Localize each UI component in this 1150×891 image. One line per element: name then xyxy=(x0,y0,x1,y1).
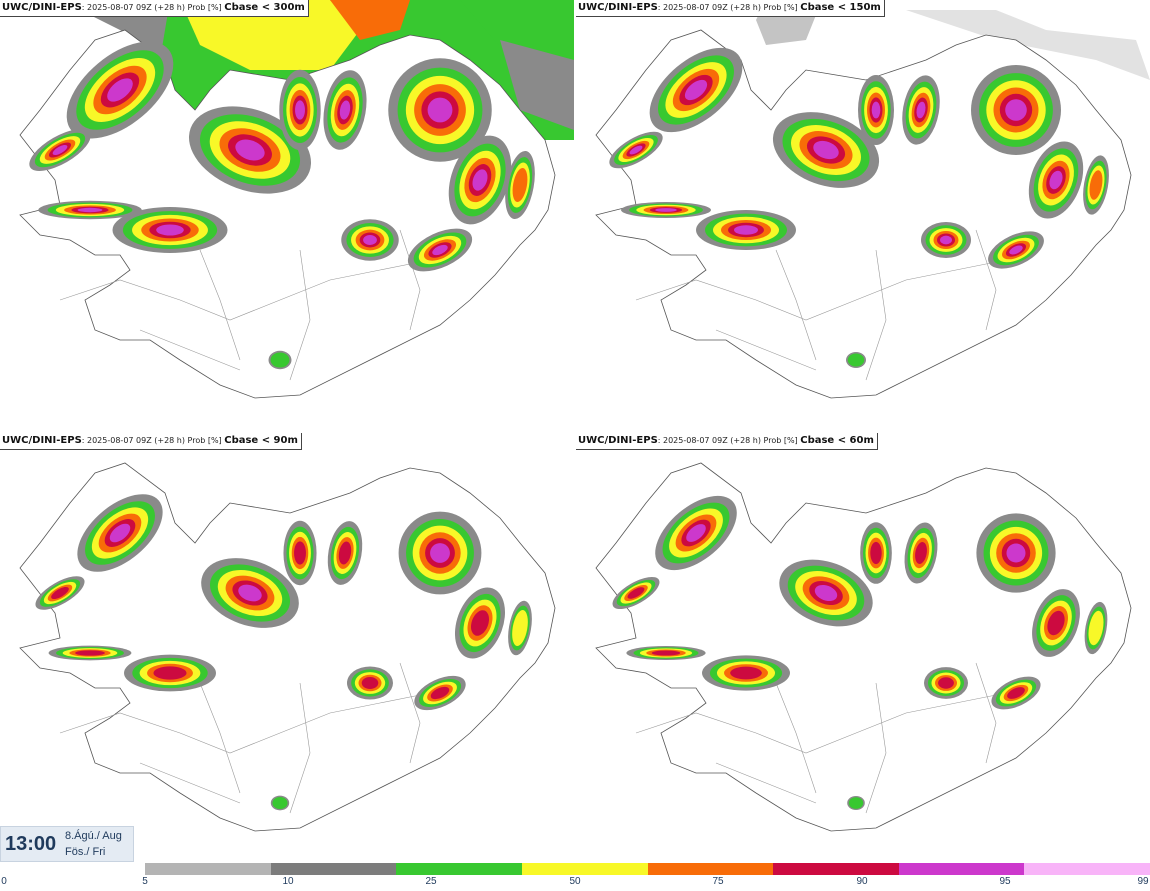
probability-area xyxy=(339,100,351,120)
probability-map-90m xyxy=(19,462,556,832)
colorbar-tick-label: 90 xyxy=(856,876,868,887)
probability-area xyxy=(1049,170,1063,190)
probability-area xyxy=(470,610,490,636)
map-panel-60m: UWC/DINI-EPS: 2025-08-07 09Z (+28 h) Pro… xyxy=(576,433,1150,863)
panel-title: UWC/DINI-EPS: 2025-08-07 09Z (+28 h) Pro… xyxy=(576,0,885,17)
panel-title: UWC/DINI-EPS: 2025-08-07 09Z (+28 h) Pro… xyxy=(576,433,878,450)
probability-area xyxy=(1006,543,1026,563)
colorbar-segment xyxy=(145,863,271,875)
map-panel-150m: UWC/DINI-EPS: 2025-08-07 09Z (+28 h) Pro… xyxy=(576,0,1150,430)
panel-title: UWC/DINI-EPS: 2025-08-07 09Z (+28 h) Pro… xyxy=(0,0,309,17)
probability-area xyxy=(512,167,528,203)
probability-area xyxy=(430,543,450,563)
probability-area xyxy=(75,650,105,656)
colorbar-tick-label: 95 xyxy=(999,876,1011,887)
probability-map-300m xyxy=(19,0,574,399)
valid-weekday: Fös./ Fri xyxy=(65,846,106,858)
colorbar-tick-label: 0 xyxy=(1,876,7,887)
probability-area xyxy=(940,235,952,245)
probability-area xyxy=(813,140,839,160)
probability-area xyxy=(363,235,377,245)
colorbar-tick-label: 99 xyxy=(1137,876,1149,887)
colorbar-tick-label: 75 xyxy=(712,876,724,887)
colorbar-segment xyxy=(773,863,899,875)
probability-area xyxy=(272,796,288,810)
valid-time: 13:00 xyxy=(5,833,57,855)
colorbar-tick-label: 50 xyxy=(569,876,581,887)
probability-area xyxy=(1088,610,1104,646)
probability-area xyxy=(295,100,305,120)
probability-area xyxy=(655,208,677,212)
probability-area xyxy=(156,224,184,236)
probability-area xyxy=(432,244,448,256)
probability-colorbar xyxy=(145,863,1150,875)
probability-area xyxy=(1005,99,1027,121)
probability-area xyxy=(51,586,69,600)
colorbar-tick-label: 25 xyxy=(425,876,437,887)
panel-title: UWC/DINI-EPS: 2025-08-07 09Z (+28 h) Pro… xyxy=(0,433,302,450)
probability-area xyxy=(814,584,838,602)
colorbar-segment xyxy=(647,863,774,875)
probability-area xyxy=(77,207,103,213)
probability-area xyxy=(153,666,187,680)
probability-area xyxy=(684,79,708,101)
probability-area xyxy=(651,650,681,656)
map-panel-300m: UWC/DINI-EPS: 2025-08-07 09Z (+28 h) Pro… xyxy=(0,0,574,430)
probability-area xyxy=(361,677,379,689)
probability-area xyxy=(916,101,926,119)
probability-area xyxy=(238,584,262,602)
probability-area xyxy=(848,797,864,809)
probability-area xyxy=(270,352,290,368)
probability-area xyxy=(627,587,645,599)
probability-area xyxy=(938,677,954,689)
probability-area xyxy=(338,541,352,565)
valid-time-box: 13:00 8.Ágú./ Aug Fös./ Fri xyxy=(0,826,134,862)
colorbar-segment xyxy=(396,863,522,875)
probability-area xyxy=(512,610,528,646)
probability-area xyxy=(107,78,133,102)
map-panel-90m: UWC/DINI-EPS: 2025-08-07 09Z (+28 h) Pro… xyxy=(0,433,574,863)
probability-map-60m xyxy=(595,462,1132,832)
probability-area xyxy=(235,139,265,161)
probability-map-150m xyxy=(595,0,1150,399)
probability-area xyxy=(1047,610,1065,636)
probability-area xyxy=(1009,245,1023,255)
probability-area xyxy=(427,97,453,123)
probability-area xyxy=(472,169,488,191)
probability-area xyxy=(847,353,865,367)
probability-area xyxy=(686,524,706,542)
road-lines xyxy=(635,662,1007,814)
probability-area xyxy=(871,101,881,119)
colorbar-segment xyxy=(270,863,397,875)
probability-area xyxy=(52,144,68,156)
road-lines xyxy=(635,229,1007,381)
probability-area xyxy=(915,542,927,564)
probability-area xyxy=(1089,170,1103,200)
colorbar-segment xyxy=(1024,863,1150,875)
probability-area xyxy=(430,686,450,700)
probability-area xyxy=(734,225,758,235)
road-lines xyxy=(59,229,431,381)
road-lines xyxy=(59,662,431,814)
probability-area xyxy=(109,523,131,543)
probability-area xyxy=(629,145,643,155)
valid-date: 8.Ágú./ Aug xyxy=(65,830,122,842)
probability-area xyxy=(730,666,762,680)
probability-area xyxy=(870,541,882,565)
colorbar-tick-label: 10 xyxy=(282,876,294,887)
probability-area xyxy=(1007,687,1025,699)
colorbar-segment xyxy=(898,863,1025,875)
colorbar-tick-label: 5 xyxy=(142,876,148,887)
colorbar-segment xyxy=(521,863,648,875)
probability-area xyxy=(294,541,306,565)
